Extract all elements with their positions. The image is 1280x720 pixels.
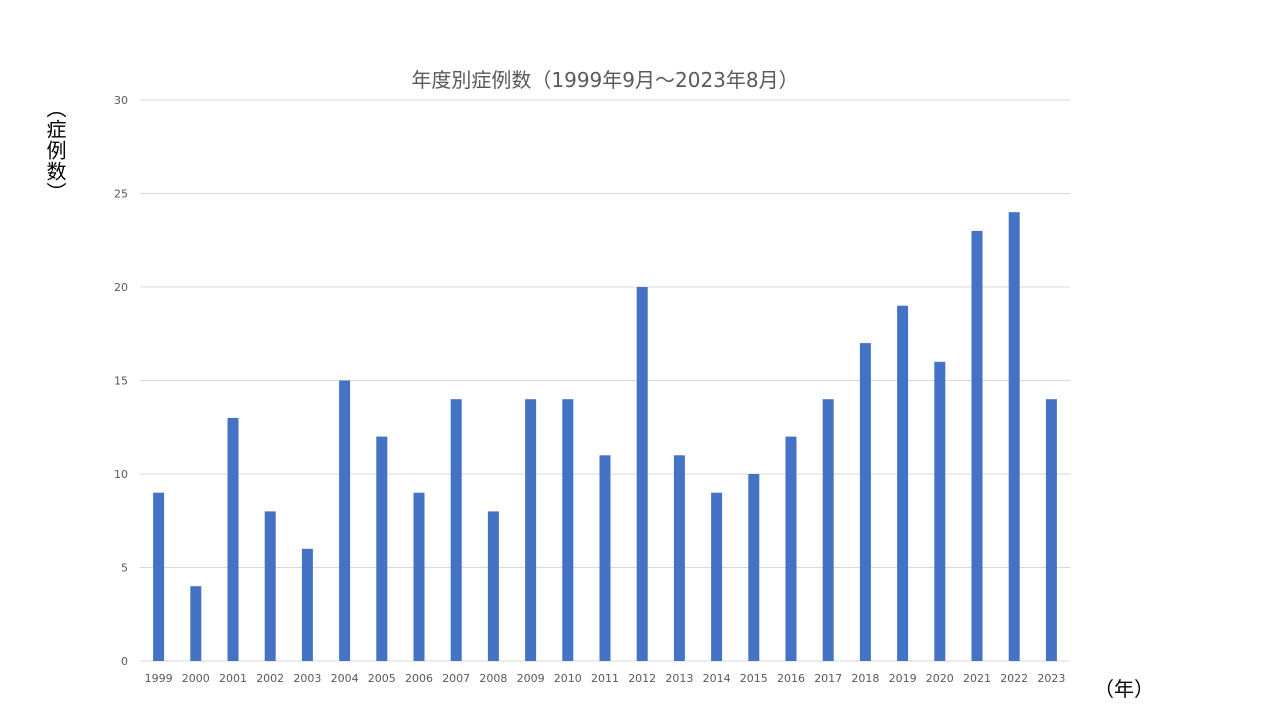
bar-2012 (636, 287, 648, 661)
x-tick-label: 2016 (777, 672, 805, 685)
y-tick-label: 20 (114, 281, 128, 294)
bar-2023 (1045, 399, 1057, 661)
x-tick-label: 2017 (814, 672, 842, 685)
bar-2010 (562, 399, 574, 661)
x-axis-ticks: 1999 2000 2001 2002 2003 2004 2005 2006 2007 2008… (145, 672, 1066, 685)
x-tick-label: 2002 (256, 672, 284, 685)
bars (153, 212, 1057, 661)
bar-2001 (227, 417, 239, 661)
bar-2014 (711, 492, 723, 661)
x-tick-label: 2015 (740, 672, 768, 685)
x-tick-label: 2009 (517, 672, 545, 685)
x-tick-label: 2003 (293, 672, 321, 685)
x-tick-label: 2004 (331, 672, 359, 685)
bar-2008 (487, 511, 499, 661)
y-tick-label: 30 (114, 94, 128, 107)
x-tick-label: 2011 (591, 672, 619, 685)
x-tick-label: 2014 (703, 672, 731, 685)
bar-2021 (971, 230, 983, 661)
y-tick-label: 25 (114, 188, 128, 201)
x-tick-label: 2018 (851, 672, 879, 685)
x-tick-label: 2005 (368, 672, 396, 685)
bar-2018 (859, 343, 871, 661)
x-tick-label: 2020 (926, 672, 954, 685)
x-tick-label: 2023 (1037, 672, 1065, 685)
x-tick-label: 2007 (442, 672, 470, 685)
bar-2019 (897, 305, 909, 661)
bar-2013 (673, 455, 685, 661)
bar-2004 (339, 380, 351, 661)
x-tick-label: 2006 (405, 672, 433, 685)
bar-2006 (413, 492, 425, 661)
x-tick-label: 1999 (145, 672, 173, 685)
x-tick-label: 2019 (889, 672, 917, 685)
bar-2002 (264, 511, 276, 661)
x-tick-label: 2021 (963, 672, 991, 685)
y-axis-ticks: 0 5 10 15 20 25 30 (114, 94, 128, 668)
y-axis-label: （症例数） (43, 98, 67, 203)
bar-1999 (153, 492, 165, 661)
x-tick-label: 2010 (554, 672, 582, 685)
bar-2017 (822, 399, 834, 661)
bar-2016 (785, 436, 797, 661)
bar-2003 (301, 548, 313, 661)
x-axis-label: （年） (1094, 677, 1154, 701)
bar-2009 (525, 399, 537, 661)
x-tick-label: 2008 (479, 672, 507, 685)
x-tick-label: 2000 (182, 672, 210, 685)
chart-title: 年度別症例数（1999年9月～2023年8月） (411, 68, 799, 92)
x-tick-label: 2001 (219, 672, 247, 685)
bar-2007 (450, 399, 462, 661)
y-tick-label: 0 (121, 655, 128, 668)
y-tick-label: 10 (114, 468, 128, 481)
bar-2015 (748, 474, 760, 661)
bar-2000 (190, 586, 202, 661)
bar-2005 (376, 436, 388, 661)
y-tick-label: 15 (114, 375, 128, 388)
x-tick-label: 2013 (665, 672, 693, 685)
x-tick-label: 2022 (1000, 672, 1028, 685)
y-tick-label: 5 (121, 562, 128, 575)
grid-lines (140, 99, 1070, 662)
bar-2011 (599, 455, 611, 661)
bar-2022 (1008, 212, 1020, 661)
bar-2020 (934, 361, 946, 661)
x-tick-label: 2012 (628, 672, 656, 685)
